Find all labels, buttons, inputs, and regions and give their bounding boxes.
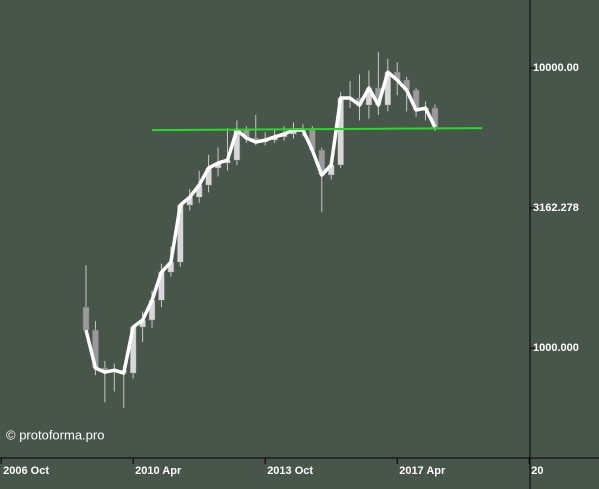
x-tick-label: 2010 Apr (135, 465, 182, 477)
x-tick-label: 20 (531, 465, 543, 477)
trend-line (152, 127, 483, 132)
y-tick-label: 10000.00 (533, 62, 579, 74)
x-tick-label: 2017 Apr (399, 465, 446, 477)
x-tick-label: 2006 Oct (3, 465, 49, 477)
y-tick-label: 3162.278 (533, 202, 579, 214)
x-tick-label: 2013 Oct (267, 465, 313, 477)
y-tick-label: 1000.000 (533, 342, 579, 354)
close-line (84, 70, 437, 375)
watermark: © protoforma.pro (6, 427, 104, 442)
candle-body (82, 306, 90, 331)
